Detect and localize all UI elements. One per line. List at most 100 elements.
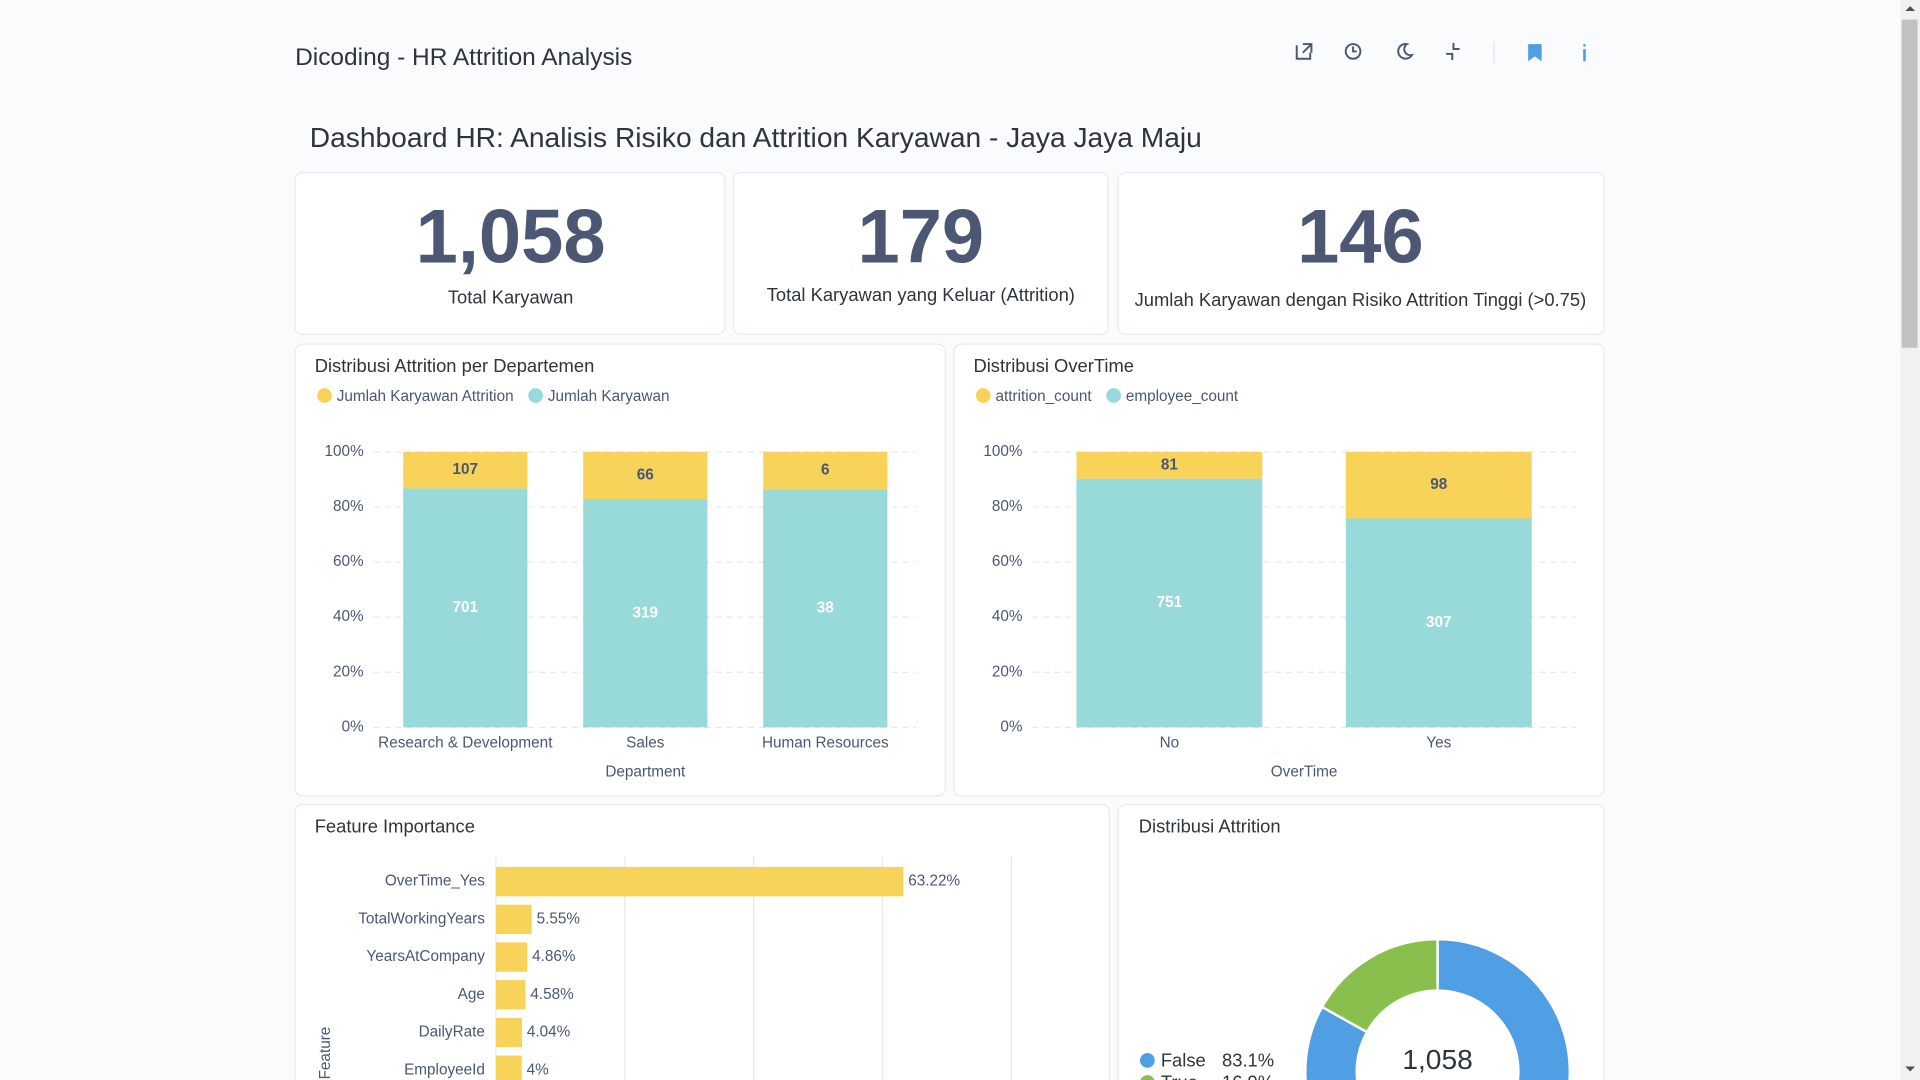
chart-title: Distribusi Attrition per Departemen bbox=[315, 355, 595, 376]
legend-label: Jumlah Karyawan bbox=[548, 388, 670, 405]
kpi-caption: Jumlah Karyawan dengan Risiko Attrition … bbox=[1135, 289, 1587, 310]
y-tick-label: OverTime_Yes bbox=[385, 873, 485, 890]
bar-segment bbox=[583, 451, 708, 500]
legend-label: True bbox=[1161, 1072, 1198, 1080]
kpi-value: 1,058 bbox=[416, 194, 606, 279]
data-label: 751 bbox=[1157, 594, 1183, 611]
y-tick-label: YearsAtCompany bbox=[366, 948, 485, 965]
legend-value: 16.9% bbox=[1222, 1072, 1274, 1080]
y-tick-label: EmployeeId bbox=[404, 1061, 485, 1078]
bar-segment bbox=[403, 451, 528, 489]
bar-segment bbox=[1076, 478, 1263, 728]
legend-dot bbox=[1140, 1075, 1155, 1080]
bar bbox=[495, 1055, 522, 1080]
legend-label: Jumlah Karyawan Attrition bbox=[337, 388, 514, 405]
kpi-value: 146 bbox=[1297, 194, 1424, 279]
legend-label: attrition_count bbox=[996, 388, 1093, 405]
kpi-caption: Total Karyawan bbox=[448, 287, 574, 308]
y-tick-label: DailyRate bbox=[419, 1024, 485, 1041]
legend-dot bbox=[1106, 388, 1121, 403]
bar-segment bbox=[403, 488, 528, 728]
legend-dot bbox=[1140, 1053, 1155, 1068]
chart-card bbox=[1117, 803, 1605, 1080]
data-label: 701 bbox=[453, 599, 479, 616]
bar-segment bbox=[1345, 451, 1532, 519]
y-tick-label: 80% bbox=[992, 498, 1023, 515]
bar-segment bbox=[1076, 451, 1263, 479]
legend-value: 83.1% bbox=[1222, 1049, 1274, 1070]
chart-title: Distribusi OverTime bbox=[973, 355, 1134, 376]
bar-segment bbox=[583, 499, 708, 728]
bar bbox=[495, 904, 532, 935]
bar bbox=[495, 866, 904, 897]
data-label: 81 bbox=[1161, 456, 1179, 473]
bookmark-icon[interactable] bbox=[1528, 44, 1542, 62]
data-label: 307 bbox=[1426, 614, 1452, 631]
x-tick-label: No bbox=[1160, 734, 1180, 751]
toolbar[interactable] bbox=[1295, 41, 1586, 64]
bar bbox=[495, 980, 526, 1010]
x-tick-label: Sales bbox=[626, 734, 665, 751]
chart-title: Distribusi Attrition bbox=[1139, 816, 1281, 837]
y-tick-label: Age bbox=[458, 986, 485, 1003]
data-label: 4.04% bbox=[527, 1024, 571, 1041]
bar bbox=[495, 942, 528, 972]
data-label: 6 bbox=[821, 462, 830, 479]
x-axis-title: Department bbox=[605, 764, 686, 781]
y-tick-label: 100% bbox=[983, 443, 1023, 460]
scrollbar-thumb[interactable] bbox=[1901, 19, 1918, 348]
y-tick-label: 40% bbox=[992, 608, 1023, 625]
data-label: 5.55% bbox=[537, 910, 581, 927]
y-tick-label: 80% bbox=[333, 498, 364, 515]
history-hand bbox=[1352, 46, 1357, 53]
x-tick-label: Research & Development bbox=[378, 734, 553, 751]
legend-dot bbox=[528, 388, 543, 403]
y-tick-label: TotalWorkingYears bbox=[358, 910, 485, 927]
y-tick-label: 60% bbox=[333, 553, 364, 570]
x-tick-label: Human Resources bbox=[762, 734, 889, 751]
y-tick-label: 0% bbox=[342, 718, 365, 735]
kpi-caption: Total Karyawan yang Keluar (Attrition) bbox=[767, 284, 1075, 305]
legend-label: False bbox=[1161, 1049, 1206, 1070]
x-tick-label: Yes bbox=[1426, 734, 1451, 751]
y-tick-label: 40% bbox=[333, 608, 364, 625]
page-title: Dicoding - HR Attrition Analysis bbox=[295, 44, 632, 71]
y-tick-label: 60% bbox=[992, 553, 1023, 570]
data-label: 98 bbox=[1430, 476, 1448, 493]
x-axis-title: OverTime bbox=[1271, 764, 1338, 781]
bar-segment bbox=[763, 489, 888, 728]
data-label: 107 bbox=[453, 461, 479, 478]
data-label: 63.22% bbox=[908, 873, 960, 890]
y-tick-label: 20% bbox=[333, 663, 364, 680]
data-label: 4.58% bbox=[530, 986, 574, 1003]
kpi-card bbox=[1117, 172, 1605, 335]
share-icon[interactable] bbox=[1295, 43, 1313, 60]
legend-dot bbox=[975, 388, 991, 403]
donut-slice bbox=[1304, 937, 1572, 1080]
donut-center-label: 1,058 bbox=[1402, 1044, 1472, 1075]
y-tick-label: 100% bbox=[325, 443, 365, 460]
bar-segment bbox=[1345, 518, 1532, 728]
scroll-down[interactable] bbox=[1905, 1066, 1916, 1072]
kpi-value: 179 bbox=[857, 194, 984, 279]
scroll-up[interactable] bbox=[1905, 6, 1916, 12]
y-axis-title: Feature bbox=[317, 1027, 334, 1080]
data-label: 319 bbox=[633, 604, 659, 621]
history-icon[interactable] bbox=[1344, 43, 1362, 60]
y-tick-label: 20% bbox=[992, 663, 1023, 680]
data-label: 38 bbox=[817, 599, 835, 616]
bar bbox=[495, 1017, 522, 1048]
legend-dot bbox=[317, 388, 332, 403]
dashboard-title: Dashboard HR: Analisis Risiko dan Attrit… bbox=[310, 122, 1202, 153]
chart-card bbox=[294, 803, 1110, 1080]
kpi-card bbox=[294, 172, 726, 335]
chart-title: Feature Importance bbox=[315, 816, 475, 837]
bar-segment bbox=[763, 451, 888, 490]
fullscreen-icon[interactable] bbox=[1446, 42, 1460, 60]
y-tick-label: 0% bbox=[1000, 718, 1023, 735]
night-mode-icon[interactable] bbox=[1397, 43, 1414, 60]
data-label: 66 bbox=[637, 466, 654, 483]
data-label: 4% bbox=[527, 1061, 550, 1078]
kpi-card bbox=[732, 172, 1109, 335]
